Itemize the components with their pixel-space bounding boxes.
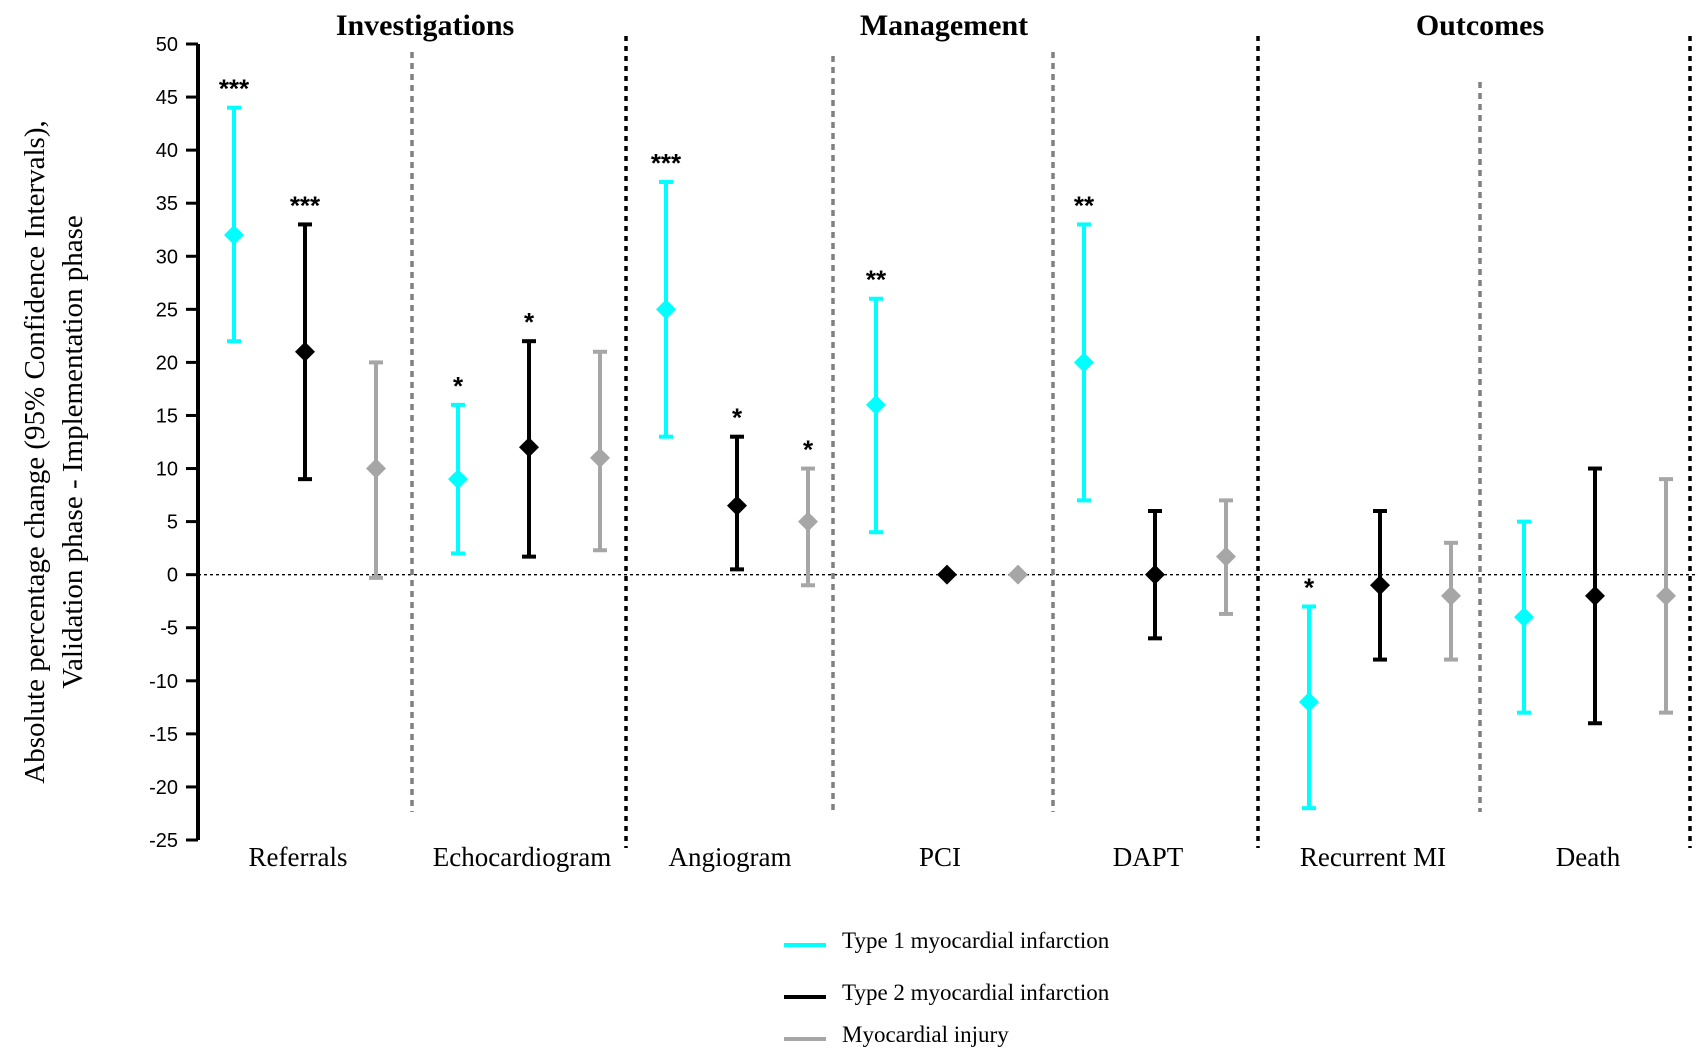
data-point-diamond (590, 447, 610, 468)
data-point-diamond (1370, 575, 1390, 596)
data-point-diamond (798, 511, 818, 532)
y-tick-label: 20 (156, 352, 178, 374)
y-tick-label: -25 (149, 830, 178, 852)
data-point-diamond (866, 394, 886, 415)
y-axis-title-line: Validation phase - Implementation phase (57, 215, 89, 689)
data-point-group: * (1299, 573, 1319, 811)
data-point-diamond (224, 225, 244, 246)
data-point-group (1008, 564, 1028, 585)
data-point-group: *** (219, 74, 250, 344)
y-tick-label: -15 (149, 724, 178, 746)
data-point-group (1370, 508, 1390, 662)
data-point-diamond (1145, 564, 1165, 585)
legend-label: Type 1 myocardial infarction (842, 928, 1110, 953)
category-labels: Referrals Echocardiogram Angiogram PCI DAPT R… (249, 842, 1621, 872)
legend: Type 1 myocardial infarction Type 2 myoca… (784, 928, 1110, 1047)
data-point-diamond (1299, 692, 1319, 713)
legend-label: Myocardial injury (842, 1022, 1009, 1047)
legend-label: Type 2 myocardial infarction (842, 980, 1110, 1005)
data-point-group (1514, 519, 1534, 715)
significance-label: * (732, 403, 743, 433)
data-point-diamond (519, 437, 539, 458)
significance-label: ** (866, 265, 887, 295)
y-tick-label: 10 (156, 459, 178, 481)
data-point-diamond (1074, 352, 1094, 373)
data-point-diamond (1216, 546, 1236, 567)
section-headers: Investigations Management Outcomes (336, 9, 1544, 42)
data-point-group (1441, 540, 1461, 662)
category-label: Echocardiogram (433, 842, 611, 872)
category-label: Angiogram (669, 842, 792, 872)
data-point-group (937, 564, 957, 585)
y-tick-label: -10 (149, 671, 178, 693)
data-point-group: *** (290, 190, 321, 482)
significance-label: * (524, 307, 535, 337)
data-point-group: * (448, 371, 468, 556)
significance-label: * (803, 435, 814, 465)
data-point-diamond (727, 495, 747, 516)
data-point-diamond (366, 458, 386, 479)
data-point-group: * (519, 307, 539, 559)
y-tick-label: 30 (156, 246, 178, 268)
section-dividers (410, 36, 1692, 848)
category-label: Recurrent MI (1300, 842, 1446, 872)
data-point-group: * (798, 435, 818, 588)
significance-label: * (453, 371, 464, 401)
data-point-group (1656, 477, 1676, 715)
data-point-diamond (937, 564, 957, 585)
data-point-diamond (1585, 585, 1605, 606)
section-header: Management (860, 9, 1028, 42)
y-tick-label: 50 (156, 34, 178, 56)
data-point-group (366, 360, 386, 580)
data-point-group: ** (1074, 190, 1095, 503)
section-header: Outcomes (1416, 9, 1544, 42)
data-point-diamond (448, 469, 468, 490)
data-point-diamond (1008, 564, 1028, 585)
y-tick-label: 0 (167, 565, 178, 587)
y-axis-title: Absolute percentage change (95% Confiden… (19, 120, 89, 784)
significance-label: *** (290, 190, 321, 220)
category-label: Referrals (249, 842, 348, 872)
data-point-group: ** (866, 265, 887, 535)
data-point-diamond (1514, 607, 1534, 628)
data-point-group: *** (651, 148, 682, 439)
significance-label: ** (1074, 190, 1095, 220)
significance-label: *** (651, 148, 682, 178)
data-point-group: * (727, 403, 747, 572)
y-tick-label: 35 (156, 193, 178, 215)
data-point-group (1216, 498, 1236, 616)
y-axis-title-line: Absolute percentage change (95% Confiden… (19, 120, 51, 784)
data-point-group (590, 349, 610, 553)
y-tick-label: 45 (156, 87, 178, 109)
data-marks: ****************** (219, 74, 1676, 811)
category-label: Death (1556, 842, 1621, 872)
data-point-group (1585, 466, 1605, 726)
y-tick-label: -20 (149, 777, 178, 799)
y-tick-label: 25 (156, 299, 178, 321)
data-point-diamond (656, 299, 676, 320)
y-tick-label: -5 (160, 618, 178, 640)
category-label: PCI (919, 842, 961, 872)
data-point-diamond (295, 341, 315, 362)
data-point-diamond (1656, 585, 1676, 606)
significance-label: *** (219, 74, 250, 104)
data-point-diamond (1441, 585, 1461, 606)
section-header: Investigations (336, 9, 514, 42)
significance-label: * (1304, 573, 1315, 603)
category-label: DAPT (1113, 842, 1184, 872)
y-tick-label: 15 (156, 405, 178, 427)
data-point-group (1145, 508, 1165, 641)
y-tick-label: 40 (156, 140, 178, 162)
y-tick-label: 5 (167, 512, 178, 534)
